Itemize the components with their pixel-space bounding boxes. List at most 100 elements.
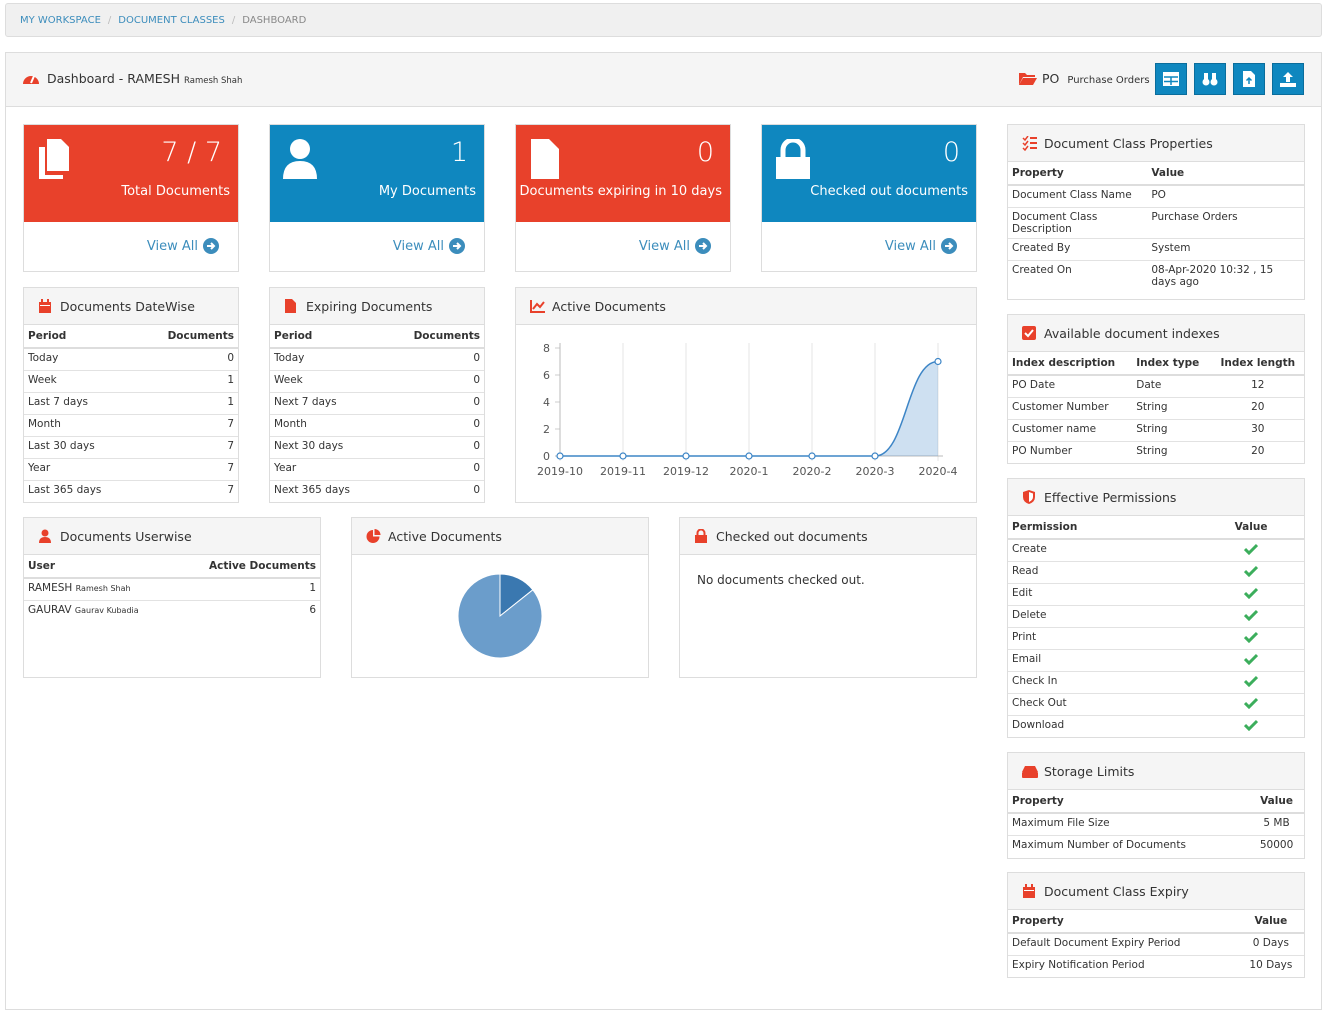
stat-label: Total Documents	[121, 184, 230, 199]
table-cell: Week	[24, 370, 136, 393]
view-all-link[interactable]: View All	[885, 238, 957, 254]
panel: Document Class Expiry Property Value Defaul…	[1007, 872, 1305, 978]
table-row: Next 30 days 0	[270, 436, 484, 459]
table-row: Default Document Expiry Period 0 Days	[1008, 932, 1304, 956]
icon-shape	[1024, 889, 1034, 891]
icon-shape	[1029, 491, 1033, 502]
view-all-link[interactable]: View All	[639, 238, 711, 254]
panel-title: Active Documents	[388, 528, 502, 544]
table-row: Email	[1008, 649, 1304, 672]
column-header: Documents	[383, 325, 484, 349]
breadcrumb-link[interactable]: DOCUMENT CLASSES	[118, 15, 225, 26]
table-row: GAURAV Gaurav Kubadia 6	[24, 600, 320, 622]
arrow-icon	[941, 238, 957, 254]
link-text: View All	[392, 238, 444, 254]
icon-shape	[1243, 631, 1259, 644]
view-all-link[interactable]: View All	[393, 238, 465, 254]
table-row: PO Date Date 12	[1008, 374, 1304, 398]
check-mark	[1243, 609, 1259, 622]
icon-shape	[285, 298, 296, 313]
icon-shape	[39, 301, 51, 313]
icon-shape	[41, 298, 43, 303]
grid-button[interactable]	[1155, 63, 1187, 95]
check-mark	[1243, 653, 1259, 666]
table-cell: 50000	[1249, 835, 1304, 857]
column-header: Period	[270, 325, 384, 349]
table-cell: 7	[135, 436, 238, 459]
table-cell: Read	[1008, 561, 1199, 584]
icon-shape	[695, 534, 707, 543]
panel-body: Period Documents Today 0 Week 1 Last 7 days 1 Mo…	[24, 325, 238, 502]
table-cell: Today	[270, 347, 384, 371]
panel: Documents Userwise User Active Documents RA…	[23, 517, 321, 678]
panel-header: Effective Permissions	[1008, 479, 1304, 516]
table-row: PO Number String 20	[1008, 441, 1304, 463]
column-header: Index type	[1132, 352, 1212, 376]
table-cell: Month	[24, 414, 136, 437]
table-row: Last 7 days 1	[24, 392, 238, 415]
table-cell: 1	[135, 392, 238, 415]
panel-header: Document Class Properties	[1008, 125, 1304, 162]
dashboard-icon	[23, 75, 39, 84]
table-cell: Year	[270, 458, 384, 481]
table-cell: Week	[270, 370, 384, 393]
table-row: Check In	[1008, 671, 1304, 694]
table-row: Created By System	[1008, 238, 1304, 261]
table-cell: 7	[135, 458, 238, 481]
icon-shape	[41, 529, 49, 536]
panel: Active Documents	[515, 287, 977, 503]
table: Property Value Maximum File Size 5 MB Maximu…	[1008, 790, 1304, 857]
table-cell: 0	[383, 436, 484, 459]
user-name: GAURAV	[28, 604, 72, 616]
header-row: Property Value	[1008, 162, 1304, 186]
table: Period Documents Today 0 Week 0 Next 7 days 0 Mo…	[270, 325, 484, 502]
table-cell: Created On	[1008, 260, 1148, 291]
icon-shape	[283, 161, 317, 179]
column-header: Period	[24, 325, 136, 349]
panel-header: Checked out documents	[680, 518, 976, 555]
table-cell: Customer Number	[1008, 397, 1133, 420]
breadcrumb-link[interactable]: MY WORKSPACE	[20, 15, 101, 26]
column-header: Value	[1147, 162, 1304, 186]
stat-card-top: 1 My Documents	[270, 125, 484, 222]
dashboard-header: Dashboard - RAMESH Ramesh Shah PO Purcha…	[5, 52, 1322, 107]
table-cell: GAURAV Gaurav Kubadia	[24, 600, 175, 622]
stat-card-top: 7 / 7 Total Documents	[24, 125, 238, 222]
table-cell: Delete	[1008, 605, 1199, 628]
stat-card-top: 0 Documents expiring in 10 days	[516, 125, 730, 222]
icon-shape	[1243, 587, 1259, 600]
panel: Documents DateWise Period Documents Today 0 W…	[23, 287, 239, 503]
upload-button[interactable]	[1272, 63, 1304, 95]
table-cell: 0	[135, 347, 238, 371]
icon	[1280, 72, 1296, 87]
header-row: Property Value	[1008, 910, 1304, 934]
table-row: Month 0	[270, 414, 484, 437]
table-row: Created On 08-Apr-2020 10:32 , 15 days ag…	[1008, 260, 1304, 291]
user-full-name: Ramesh Shah	[75, 584, 131, 593]
table-row: Document Class Description Purchase Order…	[1008, 207, 1304, 239]
icon	[1202, 73, 1218, 86]
table-cell: String	[1132, 397, 1212, 420]
new-document-button[interactable]	[1233, 63, 1265, 95]
icon-shape	[39, 536, 51, 543]
search-button[interactable]	[1194, 63, 1226, 95]
icon-shape	[290, 139, 310, 159]
column-header: User	[24, 555, 175, 579]
header-row: Period Documents	[24, 325, 238, 349]
header-row: User Active Documents	[24, 555, 320, 579]
icon	[1163, 72, 1179, 86]
panel-title: Documents DateWise	[60, 298, 195, 314]
table-row: Customer name String 30	[1008, 419, 1304, 442]
icon	[530, 299, 545, 313]
table-cell: Edit	[1008, 583, 1199, 606]
view-all-link[interactable]: View All	[147, 238, 219, 254]
stat-label: Checked out documents	[810, 184, 968, 199]
icon-shape	[1024, 328, 1034, 337]
panel-body: Index description Index type Index length P…	[1008, 352, 1304, 463]
link-text: View All	[884, 238, 936, 254]
panel: Effective Permissions Permission Value Crea…	[1007, 478, 1305, 738]
table-cell	[1198, 715, 1304, 737]
icon-shape	[1243, 653, 1259, 666]
table: Property Value Document Class Name PO Docume…	[1008, 162, 1304, 291]
table-cell: 1	[135, 370, 238, 393]
